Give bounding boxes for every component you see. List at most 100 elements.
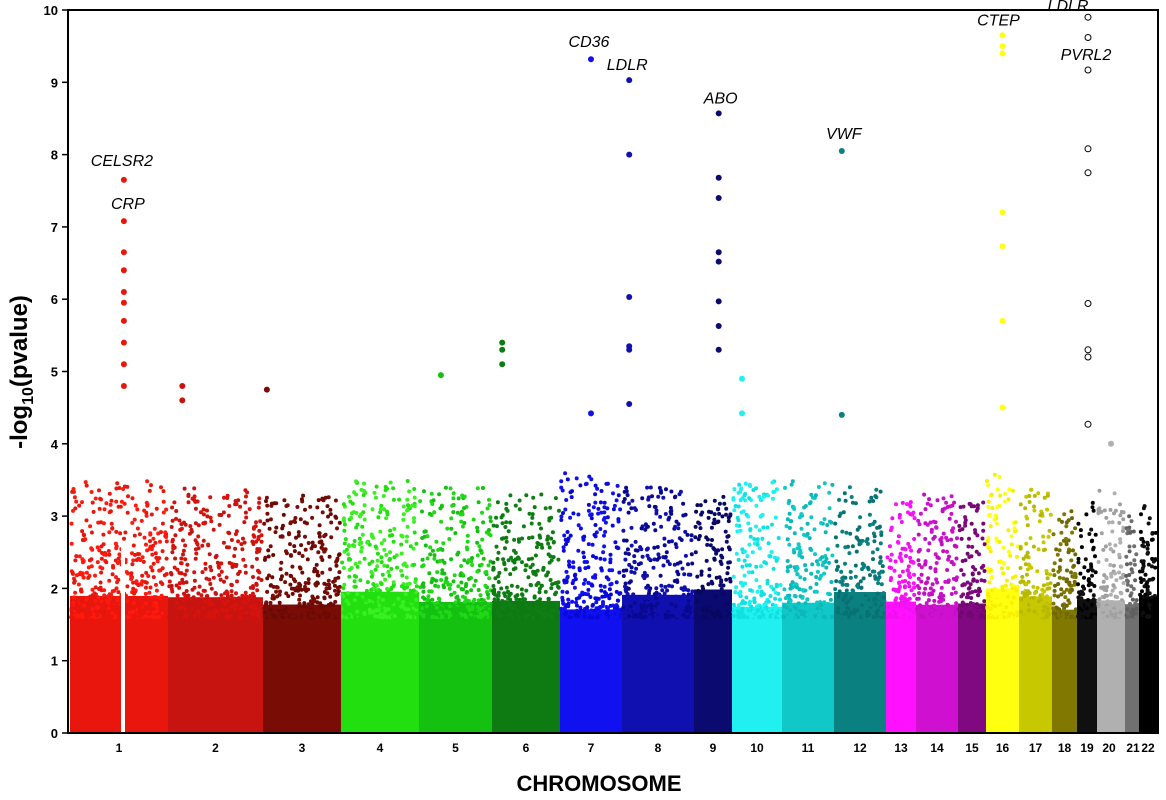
snp-point bbox=[724, 539, 729, 544]
snp-point bbox=[1153, 597, 1157, 602]
snp-point bbox=[928, 503, 933, 508]
snp-point bbox=[388, 557, 392, 561]
snp-point bbox=[74, 573, 79, 578]
snp-point bbox=[248, 593, 253, 598]
snp-point bbox=[595, 486, 600, 491]
snp-point bbox=[1070, 530, 1075, 535]
snp-point bbox=[1091, 593, 1096, 598]
snp-point bbox=[470, 563, 475, 567]
snp-point bbox=[873, 494, 878, 499]
snp-point bbox=[178, 581, 183, 586]
snp-point bbox=[701, 588, 705, 593]
snp-point bbox=[1127, 549, 1132, 554]
snp-point bbox=[208, 582, 213, 586]
snp-point bbox=[964, 608, 969, 613]
snp-point bbox=[663, 612, 668, 617]
snp-point bbox=[957, 528, 962, 533]
snp-point bbox=[980, 536, 985, 541]
snp-point bbox=[572, 573, 577, 578]
snp-point bbox=[783, 609, 788, 614]
snp-point bbox=[1084, 512, 1089, 517]
snp-point bbox=[824, 565, 829, 570]
snp-point bbox=[800, 611, 805, 616]
snp-point bbox=[241, 536, 245, 541]
snp-point bbox=[115, 481, 120, 486]
snp-point bbox=[334, 563, 339, 568]
snp-point bbox=[670, 584, 674, 589]
snp-point bbox=[561, 545, 566, 550]
snp-point bbox=[123, 530, 128, 535]
snp-point bbox=[1048, 512, 1053, 517]
snp-point bbox=[234, 502, 239, 507]
snp-point bbox=[815, 606, 820, 611]
snp-point bbox=[223, 602, 228, 607]
snp-point bbox=[997, 474, 1002, 479]
snp-point bbox=[186, 600, 190, 605]
snp-point bbox=[629, 565, 634, 570]
snp-point bbox=[296, 588, 300, 593]
snp-point bbox=[826, 591, 831, 596]
snp-point bbox=[1065, 577, 1069, 582]
snp-point bbox=[706, 582, 711, 587]
snp-point bbox=[447, 604, 452, 609]
snp-point bbox=[1011, 595, 1016, 600]
snp-point bbox=[460, 493, 465, 498]
snp-point bbox=[303, 581, 308, 585]
snp-point bbox=[288, 553, 293, 558]
snp-point bbox=[589, 583, 594, 588]
snp-point bbox=[932, 603, 937, 608]
points-layer bbox=[69, 13, 1158, 733]
snp-point bbox=[881, 615, 886, 620]
snp-point bbox=[167, 615, 172, 620]
snp-point bbox=[1147, 516, 1152, 521]
snp-point bbox=[521, 597, 526, 602]
snp-point bbox=[903, 592, 908, 597]
snp-point bbox=[95, 545, 100, 550]
snp-point bbox=[140, 573, 145, 578]
chromosome-4-points bbox=[340, 479, 420, 733]
snp-point bbox=[315, 573, 320, 578]
snp-point bbox=[975, 611, 980, 616]
snp-point bbox=[807, 536, 812, 541]
snp-point bbox=[214, 591, 218, 596]
snp-point bbox=[1045, 507, 1050, 512]
snp-point bbox=[352, 579, 357, 584]
snp-point bbox=[548, 505, 553, 510]
snp-point bbox=[770, 480, 775, 485]
snp-point bbox=[265, 589, 270, 594]
snp-point bbox=[645, 553, 650, 558]
snp-point bbox=[487, 497, 491, 502]
significant-point-chr8 bbox=[626, 151, 633, 158]
snp-point bbox=[1129, 610, 1134, 615]
snp-point bbox=[576, 523, 581, 528]
significant-point-chr9 bbox=[715, 323, 722, 329]
snp-point bbox=[632, 609, 637, 614]
snp-point bbox=[352, 490, 357, 495]
snp-point bbox=[825, 523, 830, 527]
snp-point bbox=[774, 582, 779, 587]
snp-point bbox=[278, 567, 283, 572]
snp-point bbox=[1093, 615, 1098, 620]
snp-point bbox=[880, 606, 885, 611]
snp-point bbox=[939, 540, 944, 544]
snp-point bbox=[346, 613, 351, 618]
snp-point bbox=[79, 599, 84, 604]
snp-point bbox=[277, 592, 282, 597]
snp-point bbox=[116, 556, 121, 561]
snp-point bbox=[624, 538, 629, 543]
snp-point bbox=[430, 548, 435, 553]
snp-point bbox=[426, 609, 431, 613]
snp-point bbox=[894, 596, 899, 601]
snp-point bbox=[186, 492, 191, 497]
snp-point bbox=[819, 521, 824, 525]
snp-point bbox=[491, 611, 496, 616]
snp-point bbox=[634, 566, 639, 571]
snp-point bbox=[281, 608, 286, 613]
snp-point bbox=[1098, 614, 1103, 619]
snp-point bbox=[754, 503, 759, 508]
snp-point bbox=[1111, 583, 1116, 588]
snp-point bbox=[846, 615, 851, 620]
snp-point bbox=[1145, 585, 1150, 589]
snp-point bbox=[867, 499, 872, 504]
snp-point bbox=[170, 550, 175, 555]
